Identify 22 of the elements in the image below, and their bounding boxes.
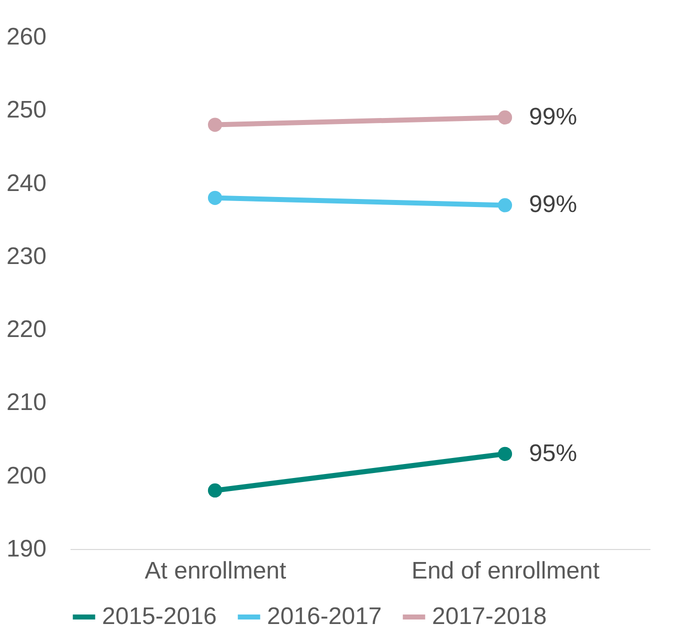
y-tick-label: 250 [6, 96, 46, 124]
x-tick-label: End of enrollment [411, 558, 600, 584]
point [498, 110, 512, 125]
y-tick-label: 240 [6, 170, 46, 197]
point [208, 483, 222, 498]
point [498, 446, 512, 461]
annotation: 99% [529, 191, 578, 218]
y-tick-label: 210 [6, 389, 46, 416]
legend-label: 2015-2016 [102, 603, 217, 630]
point [208, 190, 222, 205]
point [208, 118, 222, 132]
legend-label: 2017-2018 [432, 603, 547, 630]
annotation: 99% [529, 103, 578, 130]
y-tick-label: 200 [6, 462, 46, 490]
y-tick-label: 220 [6, 316, 46, 344]
y-tick-label: 260 [6, 24, 46, 50]
y-tick-label: 190 [6, 536, 46, 562]
y-tick-label: 230 [6, 242, 46, 270]
annotation: 95% [529, 440, 578, 467]
x-tick-label: At enrollment [144, 558, 287, 584]
legend-label: 2016-2017 [267, 603, 382, 630]
point [498, 198, 512, 212]
